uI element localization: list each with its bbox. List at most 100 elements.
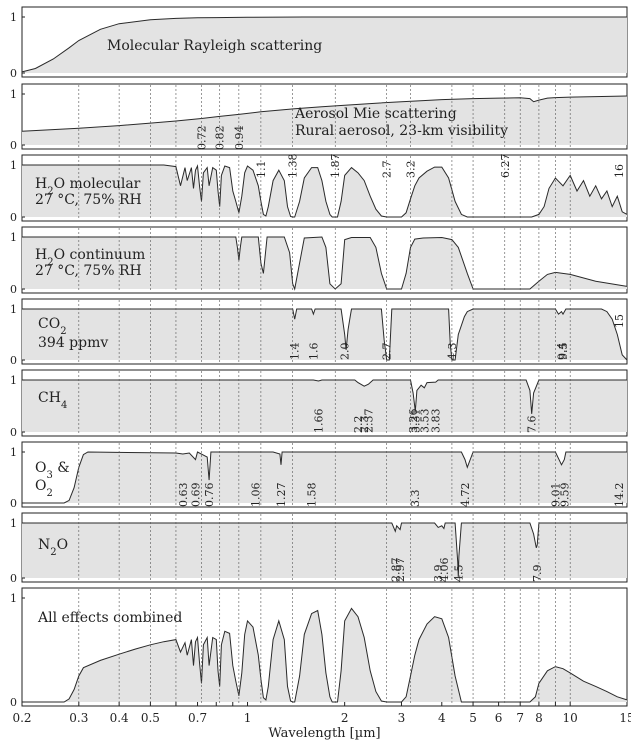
x-tick-label: 0.4 <box>110 711 129 725</box>
transmittance-fill <box>22 165 627 217</box>
band-marker-label: 1.4 <box>289 343 302 361</box>
band-marker-label: 9.4 <box>556 343 569 361</box>
band-marker-label: 3.31 <box>409 409 422 434</box>
transmittance-fill <box>22 96 627 145</box>
band-marker-label: 9.59 <box>558 483 571 508</box>
transmittance-fill <box>22 380 627 432</box>
transmittance-line <box>22 379 627 414</box>
panel-combined: 0 1 All effects combined <box>10 587 628 709</box>
x-tick-label: 0.2 <box>12 711 31 725</box>
band-marker-label: 2.7 <box>381 343 394 361</box>
band-marker-label: 1.58 <box>306 483 319 508</box>
x-tick-label: 10 <box>563 711 578 725</box>
band-marker-label: 2.0 <box>339 343 352 361</box>
y-tick-label: 0 <box>10 354 17 367</box>
y-tick-label: 1 <box>10 159 17 172</box>
transmittance-line <box>22 522 627 577</box>
band-marker-label: 0.76 <box>203 483 216 508</box>
transmittance-line <box>22 164 628 218</box>
band-marker-label: 4.06 <box>438 558 451 583</box>
x-tick-label: 2 <box>341 711 349 725</box>
band-marker-label: 3.26 <box>407 409 420 434</box>
band-marker-label: 2.87 <box>389 558 402 583</box>
y-tick-label: 1 <box>10 592 17 605</box>
panel-title: 27 °C, 75% RH <box>35 192 142 208</box>
y-tick-label: 0 <box>10 497 17 510</box>
band-marker-label: 1.1 <box>255 161 268 179</box>
y-tick-label: 1 <box>10 303 17 316</box>
y-tick-label: 1 <box>10 374 17 387</box>
panel-title: CH4 <box>38 390 67 411</box>
x-tick-label: 3 <box>398 711 406 725</box>
x-tick-label: 8 <box>535 711 543 725</box>
band-marker-label: 7.6 <box>526 416 539 434</box>
transmittance-line <box>22 607 628 703</box>
y-tick-label: 1 <box>10 517 17 530</box>
band-marker-label: 0.82 <box>214 126 227 151</box>
y-tick-label: 0 <box>10 139 17 152</box>
transmittance-line <box>22 451 627 504</box>
y-tick-label: 0 <box>10 696 17 709</box>
x-axis-title: Wavelength [µm] <box>268 726 380 741</box>
transmittance-line <box>22 236 628 291</box>
band-marker-label: 0.69 <box>190 483 203 508</box>
band-marker-label: 1.06 <box>250 483 263 508</box>
band-marker-label: 15 <box>613 314 626 328</box>
band-marker-label: 3.3 <box>409 490 422 508</box>
panel-title: 394 ppmv <box>38 335 108 351</box>
y-tick-label: 0 <box>10 572 17 585</box>
y-tick-label: 0 <box>10 283 17 296</box>
band-marker-label: 7.9 <box>531 565 544 583</box>
y-tick-label: 1 <box>10 231 17 244</box>
y-tick-label: 1 <box>10 88 17 101</box>
band-marker-label: 2.37 <box>362 409 375 434</box>
band-marker-label: 6.27 <box>499 154 512 179</box>
panel-title: 27 °C, 75% RH <box>35 263 142 279</box>
band-marker-label: 3.83 <box>430 409 443 434</box>
band-marker-label: 3.2 <box>405 161 418 179</box>
x-tick-label: 5 <box>469 711 477 725</box>
transmittance-fill <box>22 608 627 702</box>
panel-title: Rural aerosol, 23-km visibility <box>295 123 508 139</box>
transmittance-line <box>21 16 627 73</box>
band-marker-label: 0.72 <box>195 126 208 151</box>
x-tick-label: 15 <box>619 711 631 725</box>
x-tick-label: 1 <box>244 711 252 725</box>
band-marker-label: 2.7 <box>381 161 394 179</box>
transmittance-line <box>21 95 628 132</box>
y-tick-label: 0 <box>10 211 17 224</box>
panel-title: N2O <box>38 537 68 558</box>
band-marker-label: 4.3 <box>446 343 459 361</box>
band-marker-label: 14.2 <box>613 483 626 508</box>
band-marker-label: 0.63 <box>177 483 190 508</box>
transmittance-fill <box>22 237 627 289</box>
panel-title: CO2 <box>38 316 67 337</box>
transmittance-fill <box>22 17 627 73</box>
y-tick-label: 1 <box>10 11 17 24</box>
band-marker-label: 2.2 <box>352 416 365 434</box>
transmittance-line <box>22 308 628 361</box>
band-marker-label: 1.27 <box>275 483 288 508</box>
band-marker-label: 1.6 <box>307 343 320 361</box>
band-marker-label: 3.9 <box>432 565 445 583</box>
panel-ch4: 0 1 CH4 1.66 2.22.32.37 3.263.313.533.83 7.6 <box>10 369 628 439</box>
panel-title: All effects combined <box>37 610 182 626</box>
band-marker-label: 4.5 <box>452 565 465 583</box>
band-marker-label: 1.66 <box>313 409 326 434</box>
band-marker-label: 3.53 <box>418 409 431 434</box>
panel-title: Aerosol Mie scattering <box>294 106 457 122</box>
band-marker-label: 4.72 <box>459 483 472 508</box>
panel-title: H2O continuum <box>35 247 145 268</box>
transmittance-fill <box>22 452 627 503</box>
x-tick-label: 0.5 <box>141 711 160 725</box>
band-marker-label: 9.5 <box>557 343 570 361</box>
band-marker-label: 9.01 <box>550 483 563 508</box>
band-marker-label: 0.94 <box>233 125 246 150</box>
y-tick-label: 0 <box>10 67 17 80</box>
band-marker-label: 1.87 <box>329 154 342 179</box>
